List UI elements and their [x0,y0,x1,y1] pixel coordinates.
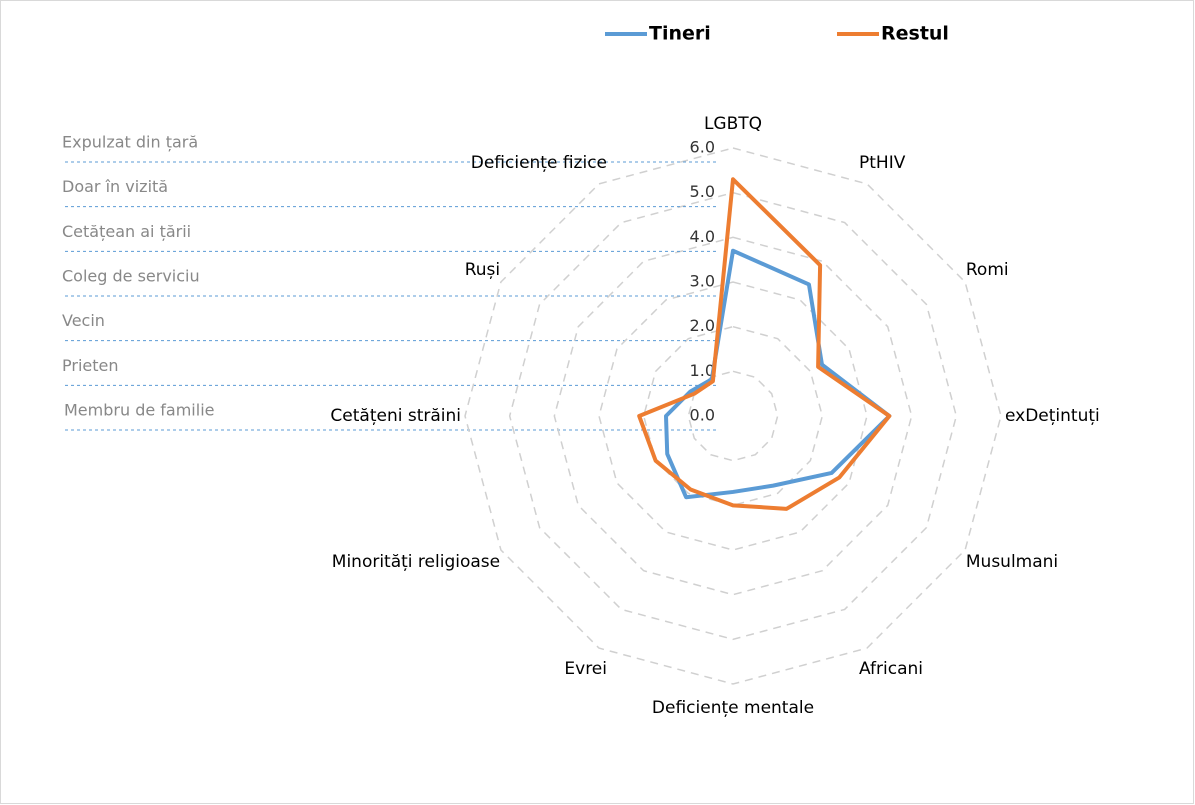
grid-line [598,281,868,551]
grid-line [553,236,913,596]
scale-label: Expulzat din țară [62,133,198,152]
scale-label: Doar în vizită [62,177,168,196]
y-tick-label: 0.0 [690,406,715,425]
y-tick-label: 2.0 [690,316,715,335]
legend-label: Restul [881,23,949,45]
scale-label: Prieten [62,356,119,375]
grid-line [642,325,824,507]
category-label: Africani [859,659,923,679]
category-label: exDețintuți [1005,406,1100,426]
series-line [637,177,892,511]
series-line [664,248,892,500]
y-tick-label: 1.0 [690,361,715,380]
category-label: Evrei [564,659,607,679]
scale-label: Cetățean ai țării [62,222,191,241]
category-label: Ruși [465,260,500,280]
y-tick-label: 4.0 [690,227,715,246]
scale-label: Coleg de serviciu [62,267,200,286]
category-label: Deficiențe fizice [471,153,607,173]
category-label: Cetățeni străini [330,406,461,426]
y-tick-label: 3.0 [690,272,715,291]
legend-label: Tineri [649,23,711,45]
y-tick-label: 5.0 [690,182,715,201]
grid-line [464,147,1002,685]
category-label: Musulmani [966,552,1058,572]
grid-line [508,191,958,641]
category-label: Deficiențe mentale [652,698,814,718]
category-label: PtHIV [859,153,906,173]
category-label: Romi [966,260,1009,280]
category-label: Minorități religioase [332,552,500,572]
scale-label: Vecin [62,311,105,330]
category-label: LGBTQ [704,114,762,134]
y-tick-label: 6.0 [690,138,715,157]
scale-label: Membru de familie [64,401,214,420]
